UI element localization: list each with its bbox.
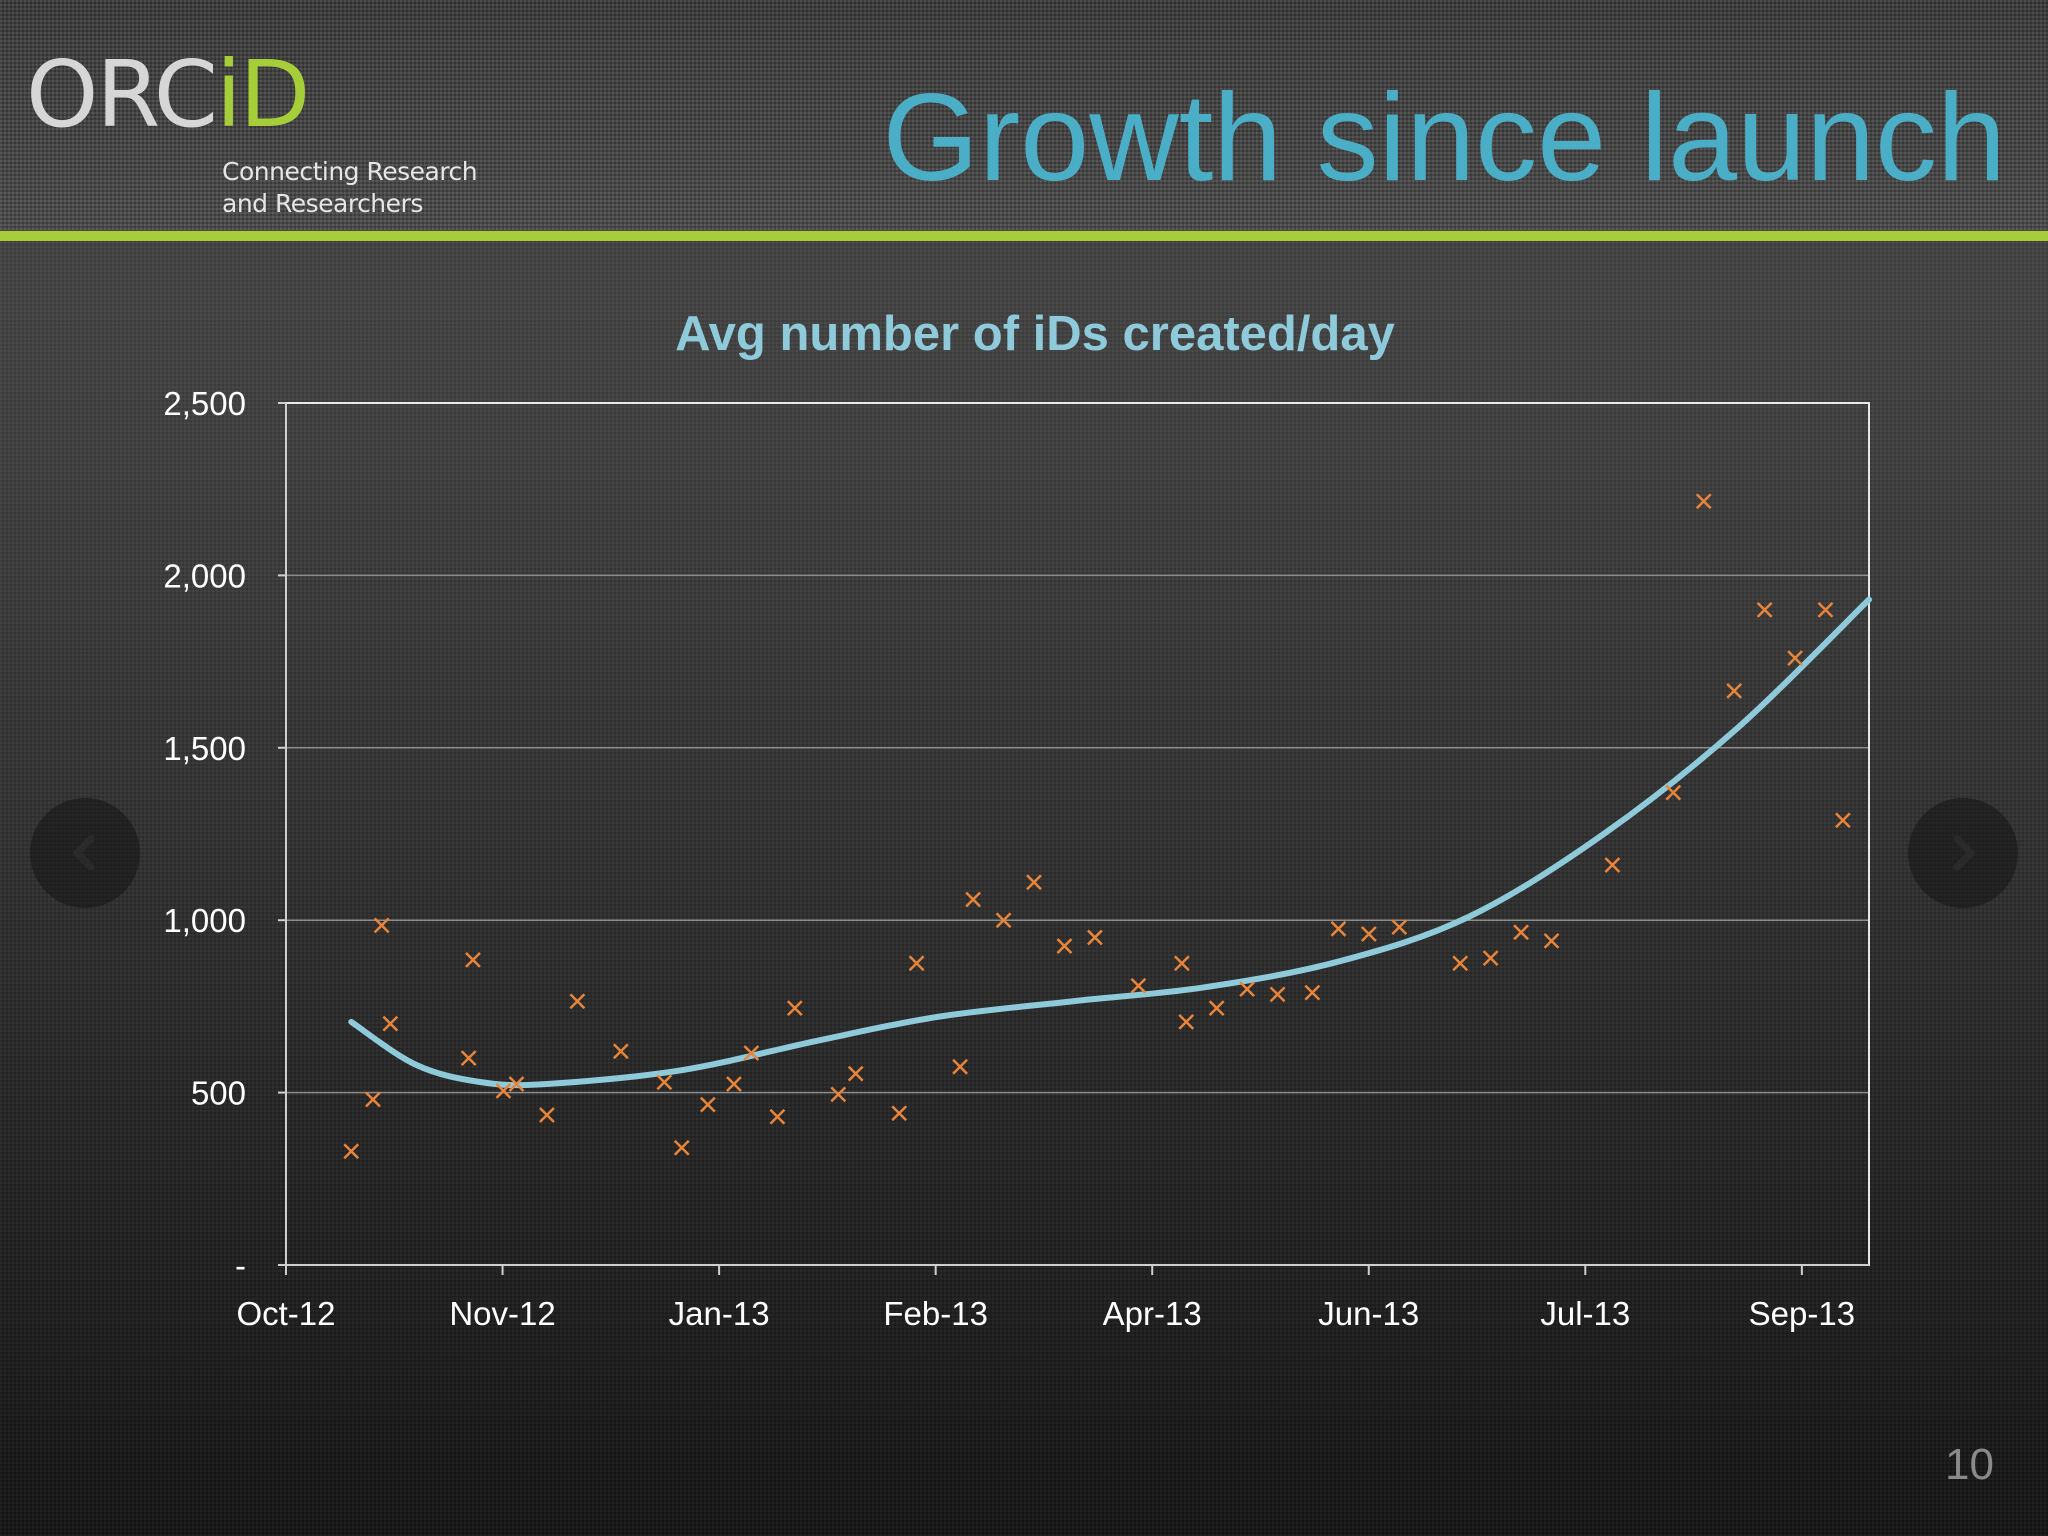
data-point — [995, 912, 1012, 929]
data-point — [1835, 812, 1851, 829]
data-point — [1304, 984, 1321, 1001]
x-tick-label: Jan-13 — [669, 1295, 770, 1332]
data-point — [965, 891, 982, 908]
data-point — [673, 1139, 690, 1156]
data-point — [699, 1096, 716, 1113]
orcid-logo: ORCiD — [26, 40, 310, 150]
data-point — [786, 1000, 803, 1017]
data-point — [1173, 955, 1190, 972]
data-point — [495, 1082, 512, 1099]
logo-tagline-line1: Connecting Research — [222, 157, 478, 186]
logo-tagline-line2: and Researchers — [222, 189, 423, 218]
logo-wordmark-orc: ORC — [26, 41, 218, 148]
data-point — [569, 993, 586, 1010]
data-point — [1056, 938, 1073, 954]
data-point — [1360, 926, 1377, 942]
data-point — [1665, 784, 1682, 801]
previous-slide-button[interactable] — [30, 798, 140, 908]
data-point — [373, 917, 390, 934]
data-point — [1208, 1000, 1225, 1017]
data-point — [1604, 857, 1621, 873]
data-point — [365, 1091, 381, 1108]
data-point — [1482, 950, 1499, 967]
data-point — [1787, 650, 1803, 667]
trendline — [348, 596, 1872, 1089]
data-point — [460, 1050, 477, 1067]
data-point — [1817, 601, 1834, 618]
logo-tagline: Connecting Research and Researchers — [222, 156, 482, 220]
data-point — [1178, 1014, 1195, 1030]
data-point — [1513, 924, 1529, 941]
x-tick-label: Oct-12 — [236, 1295, 335, 1332]
x-tick-label: Jun-13 — [1318, 1295, 1419, 1332]
x-tick-label: Apr-13 — [1103, 1295, 1202, 1332]
y-tick-label: - — [235, 1247, 246, 1284]
data-point — [908, 955, 925, 972]
page-number: 10 — [1945, 1440, 1994, 1489]
data-point — [1543, 933, 1560, 949]
data-point — [769, 1108, 786, 1125]
data-point — [830, 1086, 847, 1103]
x-tick-label: Nov-12 — [449, 1295, 555, 1332]
data-point — [1695, 493, 1712, 510]
data-point — [743, 1045, 760, 1061]
chevron-right-icon — [1953, 835, 1975, 871]
data-point — [539, 1107, 555, 1123]
data-point — [1269, 986, 1286, 1003]
data-point — [952, 1058, 968, 1075]
slide-title: Growth since launch — [882, 69, 2006, 207]
y-tick-label: 500 — [191, 1075, 246, 1112]
data-point — [1330, 920, 1347, 937]
header-divider — [0, 231, 2048, 241]
data-point — [1391, 919, 1408, 935]
next-slide-button[interactable] — [1908, 798, 2018, 908]
data-point — [726, 1076, 742, 1092]
data-point — [847, 1065, 864, 1082]
data-point — [465, 951, 481, 968]
x-tick-label: Jul-13 — [1540, 1295, 1630, 1332]
y-tick-label: 1,000 — [163, 902, 246, 939]
data-point — [1239, 981, 1255, 998]
data-point — [382, 1015, 399, 1032]
slide-header — [0, 0, 2048, 230]
x-tick-label: Sep-13 — [1749, 1295, 1855, 1332]
data-point — [612, 1043, 629, 1060]
data-point — [891, 1105, 908, 1122]
data-point — [1026, 874, 1042, 891]
data-point — [1726, 683, 1743, 699]
data-point — [1087, 929, 1103, 946]
y-tick-label: 2,500 — [163, 385, 246, 422]
data-point — [1130, 977, 1147, 994]
chart-title: Avg number of iDs created/day — [675, 307, 1395, 361]
plot-area-frame — [285, 402, 1870, 1266]
data-point — [343, 1143, 360, 1160]
data-point — [1756, 601, 1773, 618]
data-point — [1452, 955, 1469, 972]
data-point — [656, 1074, 673, 1091]
data-point — [508, 1076, 525, 1092]
y-tick-label: 1,500 — [163, 730, 246, 767]
x-tick-label: Feb-13 — [883, 1295, 988, 1332]
y-tick-label: 2,000 — [163, 557, 246, 594]
logo-wordmark-id: iD — [216, 41, 310, 148]
chevron-left-icon — [73, 835, 95, 871]
